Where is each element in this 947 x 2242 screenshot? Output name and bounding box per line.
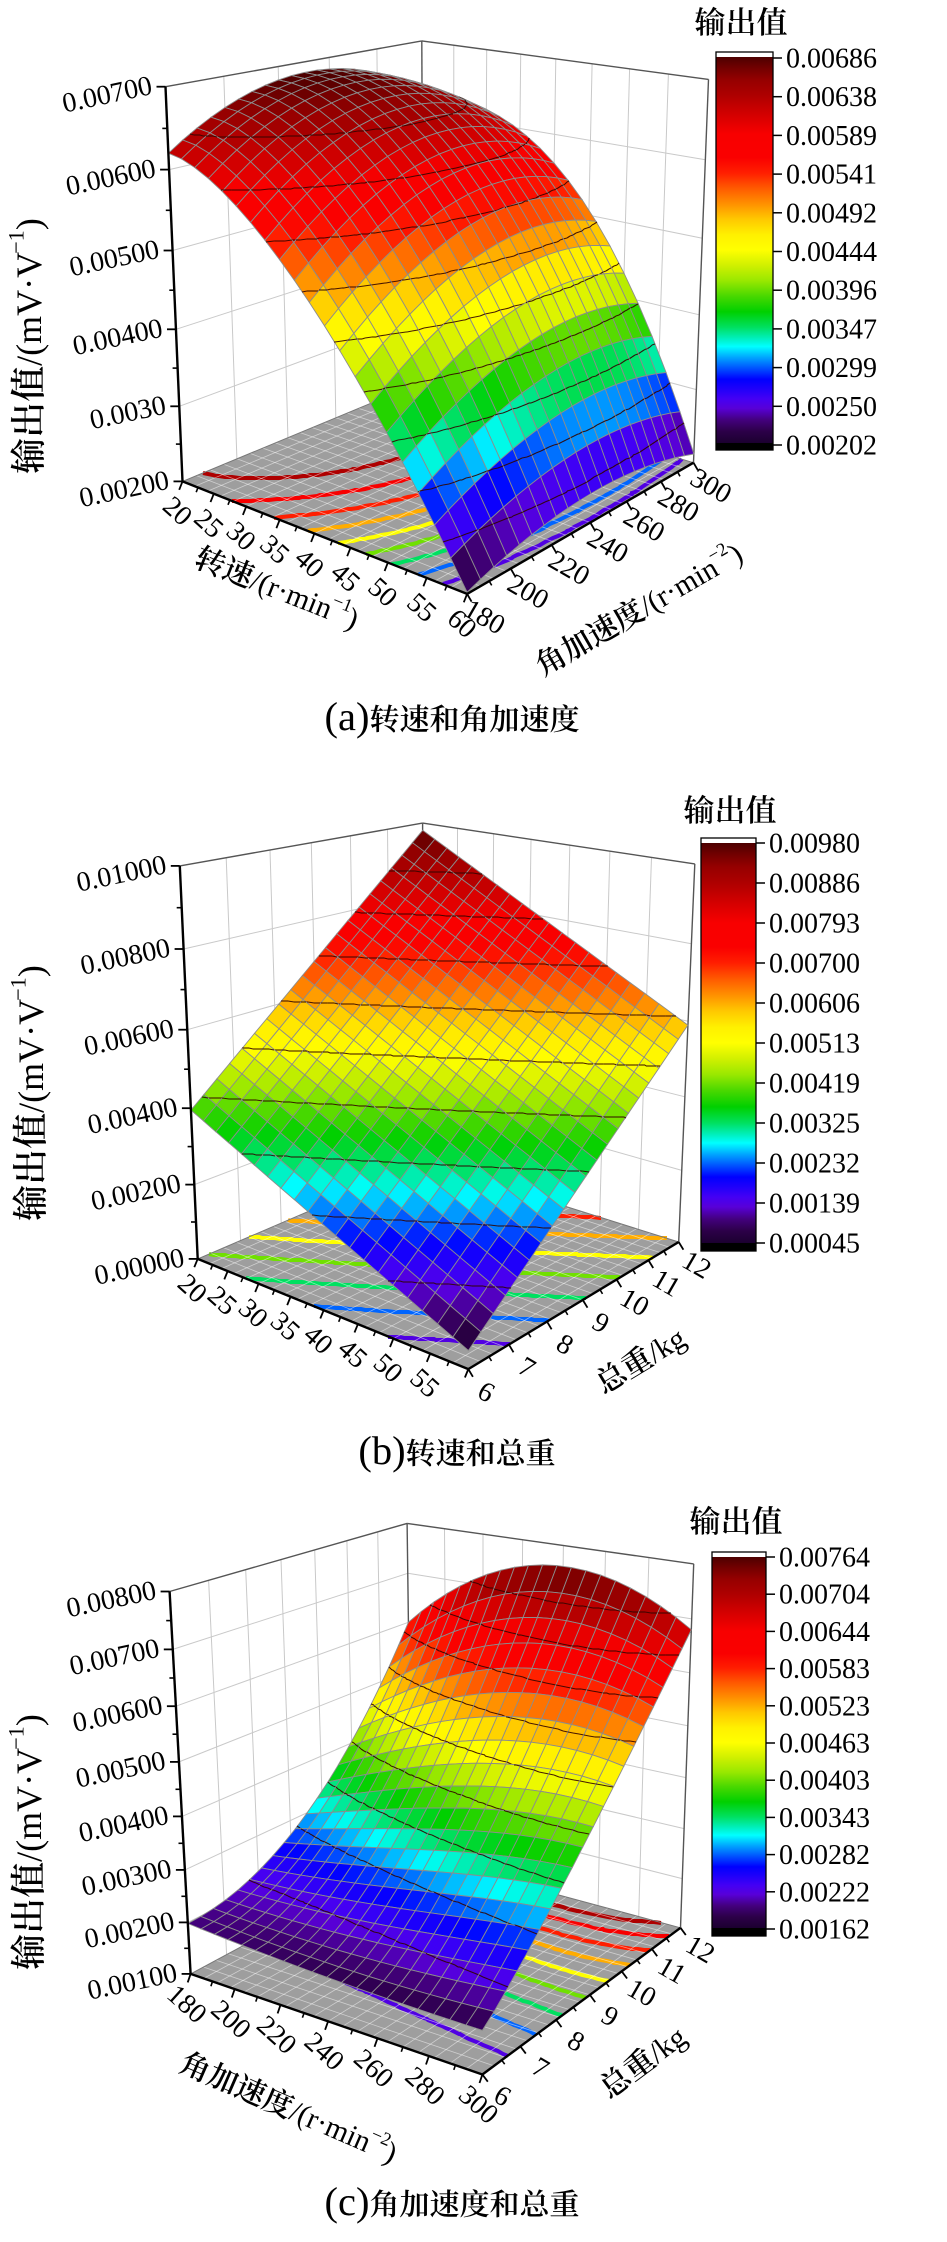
svg-text:0.00343: 0.00343 <box>779 1803 870 1834</box>
svg-text:0.00162: 0.00162 <box>779 1915 870 1946</box>
svg-text:0.00396: 0.00396 <box>786 276 877 307</box>
svg-text:0.00045: 0.00045 <box>769 1229 860 1260</box>
svg-text:0.00606: 0.00606 <box>769 989 860 1020</box>
svg-text:0.00638: 0.00638 <box>786 82 877 113</box>
svg-text:0.00282: 0.00282 <box>779 1840 870 1871</box>
svg-text:/(mV·V: /(mV·V <box>11 999 51 1113</box>
svg-text:): ) <box>11 965 51 977</box>
svg-text:(a): (a) <box>325 694 370 739</box>
svg-text:0.00325: 0.00325 <box>769 1109 860 1140</box>
svg-text:0.00980: 0.00980 <box>769 829 860 860</box>
svg-text:0.00250: 0.00250 <box>786 392 877 423</box>
svg-text:0.00347: 0.00347 <box>786 314 877 345</box>
svg-text:−1: −1 <box>4 230 29 254</box>
svg-text:0.00686: 0.00686 <box>786 44 877 75</box>
svg-text:0.00139: 0.00139 <box>769 1189 860 1220</box>
svg-text:(c): (c) <box>325 2179 370 2224</box>
svg-text:0.00444: 0.00444 <box>786 237 877 268</box>
svg-text:0.00704: 0.00704 <box>779 1580 870 1611</box>
svg-text:0.00299: 0.00299 <box>786 353 877 384</box>
svg-text:0.00222: 0.00222 <box>779 1877 870 1908</box>
svg-text:0.00764: 0.00764 <box>779 1543 870 1574</box>
svg-text:): ) <box>9 218 49 230</box>
svg-text:(b): (b) <box>358 1428 405 1473</box>
svg-text:0.00492: 0.00492 <box>786 198 877 229</box>
svg-text:0.00886: 0.00886 <box>769 869 860 900</box>
svg-text:0.00793: 0.00793 <box>769 909 860 940</box>
svg-text:−1: −1 <box>6 977 31 1001</box>
svg-text:0.00403: 0.00403 <box>779 1766 870 1797</box>
svg-text:0.00463: 0.00463 <box>779 1729 870 1760</box>
svg-text:0.00589: 0.00589 <box>786 121 877 152</box>
svg-text:0.00232: 0.00232 <box>769 1149 860 1180</box>
svg-text:0.00419: 0.00419 <box>769 1069 860 1100</box>
svg-text:/(mV·V: /(mV·V <box>9 1748 49 1862</box>
svg-text:−1: −1 <box>4 1726 29 1750</box>
svg-text:0.00523: 0.00523 <box>779 1691 870 1722</box>
svg-text:/(mV·V: /(mV·V <box>9 252 49 366</box>
svg-text:0.00513: 0.00513 <box>769 1029 860 1060</box>
svg-text:0.00700: 0.00700 <box>769 949 860 980</box>
svg-text:): ) <box>9 1714 49 1726</box>
svg-text:0.00583: 0.00583 <box>779 1654 870 1685</box>
svg-text:0.00202: 0.00202 <box>786 431 877 462</box>
svg-text:0.00644: 0.00644 <box>779 1617 870 1648</box>
svg-text:0.00541: 0.00541 <box>786 160 877 191</box>
